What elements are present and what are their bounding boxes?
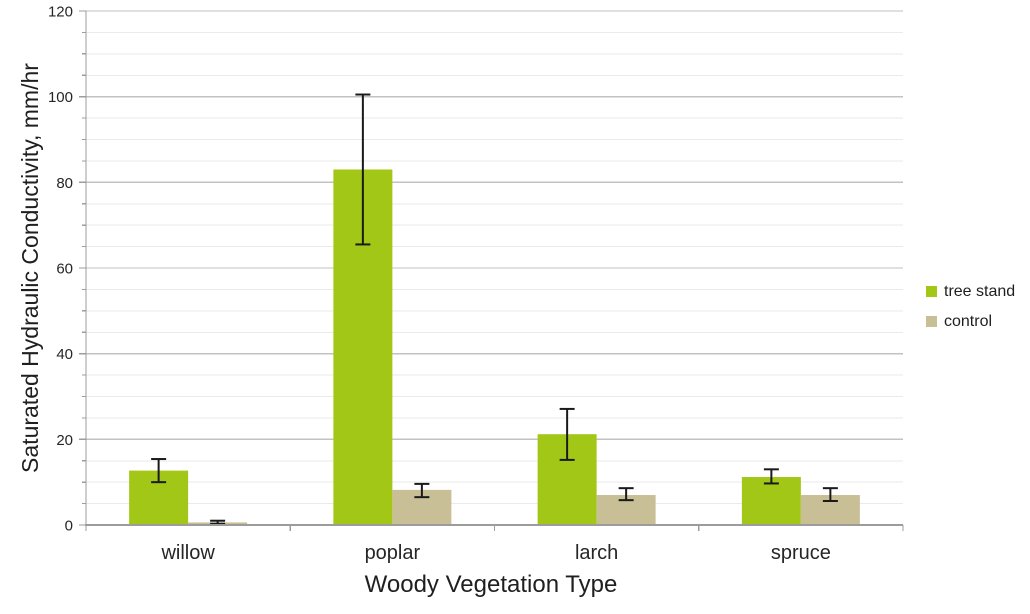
control-swatch bbox=[926, 316, 937, 327]
y-tick-label: 20 bbox=[56, 432, 73, 449]
x-tick-label: larch bbox=[575, 542, 618, 564]
legend-label-control: control bbox=[944, 312, 993, 330]
y-tick-label: 80 bbox=[56, 175, 73, 192]
legend-item-tree-stand: tree stand bbox=[926, 281, 1015, 302]
x-tick-label: willow bbox=[160, 542, 215, 564]
y-tick-label: 60 bbox=[56, 261, 73, 278]
y-tick-label: 120 bbox=[48, 4, 73, 21]
y-tick-label: 40 bbox=[56, 346, 73, 363]
x-tick-label: poplar bbox=[365, 542, 421, 564]
x-axis-title: Woody Vegetation Type bbox=[364, 571, 618, 598]
y-axis-title: Saturated Hydraulic Conductivity, mm/hr bbox=[17, 63, 43, 473]
legend: tree stand control bbox=[926, 281, 1015, 341]
bar-spruce-tree-stand bbox=[741, 477, 801, 525]
tree-stand-swatch bbox=[926, 286, 937, 297]
legend-item-control: control bbox=[926, 311, 1015, 332]
y-tick-label: 0 bbox=[65, 518, 73, 535]
x-tick-label: spruce bbox=[771, 542, 831, 564]
legend-label-tree-stand: tree stand bbox=[944, 282, 1016, 300]
y-tick-label: 100 bbox=[48, 89, 73, 106]
